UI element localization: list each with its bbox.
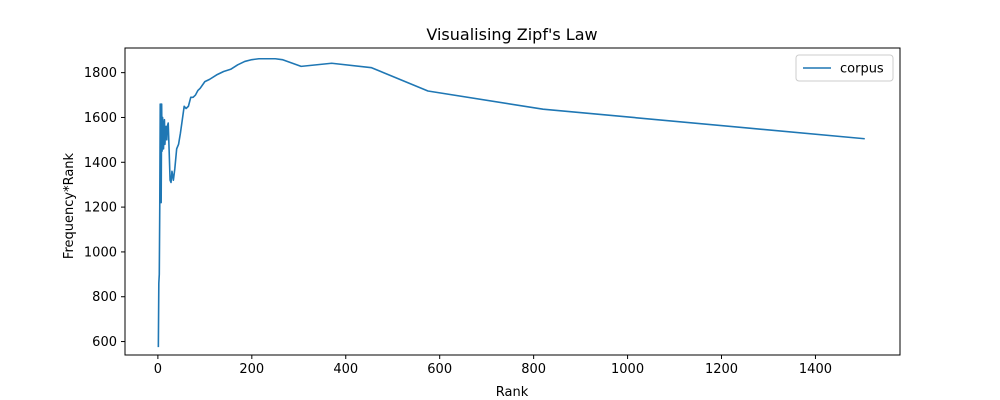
x-tick-label: 1400 xyxy=(799,362,832,377)
x-tick-label: 600 xyxy=(427,362,452,377)
series-line-corpus xyxy=(157,57,865,348)
y-axis-label: Frequency*Rank xyxy=(62,152,77,259)
plot-area xyxy=(124,47,901,356)
x-tick-label: 0 xyxy=(154,362,162,377)
legend-box xyxy=(795,54,894,82)
y-tick-label: 600 xyxy=(92,335,117,350)
x-axis-label: Rank xyxy=(496,385,529,400)
x-tick-label: 800 xyxy=(521,362,546,377)
y-tick-label: 1200 xyxy=(84,201,117,216)
x-tick-label: 1200 xyxy=(705,362,738,377)
x-tick-label: 200 xyxy=(239,362,264,377)
y-axis: 600 800 1000 1200 1400 1600 1800 xyxy=(84,66,125,350)
y-tick-label: 1600 xyxy=(84,111,117,126)
chart-title: Visualising Zipf's Law xyxy=(426,25,597,44)
x-tick-label: 1000 xyxy=(611,362,644,377)
y-tick-label: 1800 xyxy=(84,66,117,81)
legend: corpus xyxy=(795,54,894,82)
y-tick-label: 1400 xyxy=(84,156,117,171)
plot-frame xyxy=(124,47,901,356)
y-tick-label: 800 xyxy=(92,290,117,305)
y-tick-label: 1000 xyxy=(84,245,117,260)
x-axis: 0 200 400 600 800 1000 1200 1400 xyxy=(154,355,832,377)
legend-label: corpus xyxy=(840,62,884,77)
x-tick-label: 400 xyxy=(333,362,358,377)
